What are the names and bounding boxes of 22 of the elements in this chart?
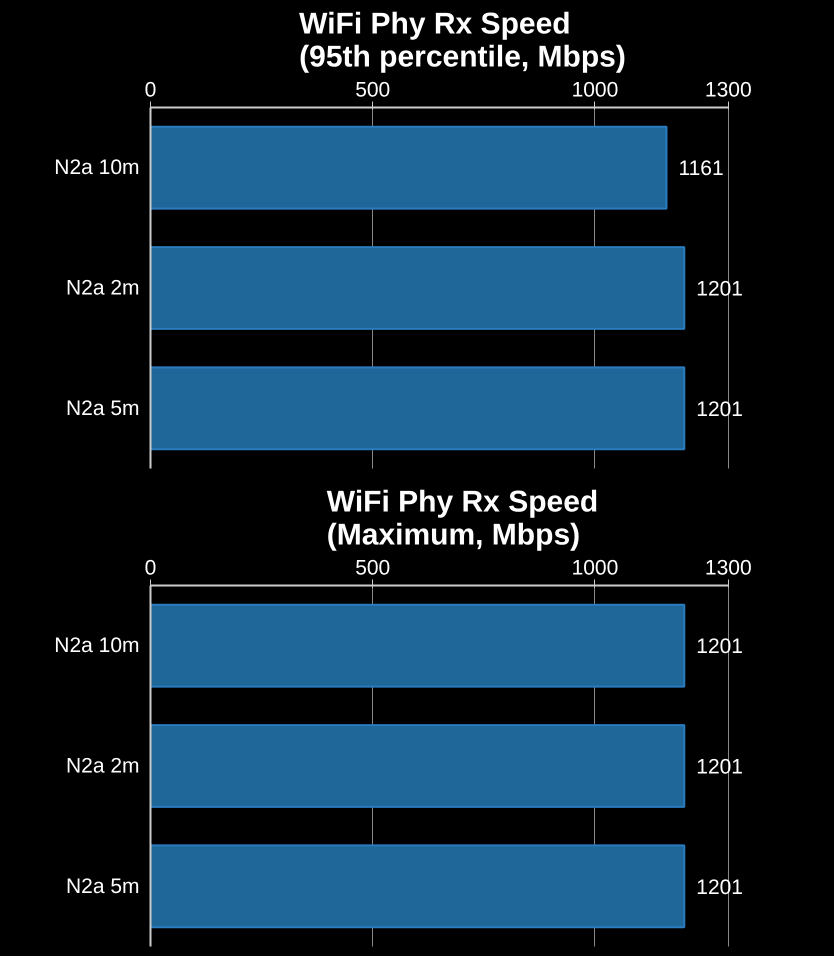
data-label: 1201 xyxy=(696,756,743,778)
y-tick-label: N2a 2m xyxy=(66,276,140,300)
x-tick-label: 0 xyxy=(144,78,156,102)
chart-title: WiFi Phy Rx Speed (Maximum, Mbps) xyxy=(326,486,598,552)
data-label: 1201 xyxy=(696,278,743,300)
x-tick-label: 500 xyxy=(355,78,390,102)
y-tick-label: N2a 10m xyxy=(54,634,140,658)
chart-title: WiFi Phy Rx Speed (95th percentile, Mbps) xyxy=(299,8,626,74)
x-tick-label: 1300 xyxy=(704,78,752,102)
y-tick-label: N2a 5m xyxy=(66,874,140,898)
data-label: 1201 xyxy=(696,635,743,658)
x-tick-label: 500 xyxy=(355,556,390,580)
x-tick-label: 1000 xyxy=(572,556,618,580)
data-label: 1201 xyxy=(696,398,743,421)
data-label: 1161 xyxy=(678,157,724,180)
y-tick-label: N2a 5m xyxy=(66,396,140,420)
y-tick-label: N2a 10m xyxy=(54,156,140,180)
x-tick-label: 1300 xyxy=(704,556,752,580)
y-tick-label: N2a 2m xyxy=(66,754,140,778)
x-tick-label: 0 xyxy=(144,556,156,580)
data-label: 1201 xyxy=(696,876,743,899)
x-tick-label: 1000 xyxy=(572,78,618,102)
